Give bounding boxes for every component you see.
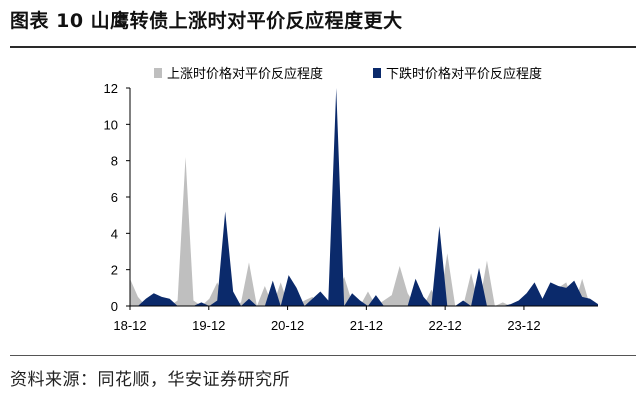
- x-tick-label: 21-12: [350, 318, 383, 333]
- x-tick-label: 18-12: [113, 318, 146, 333]
- series-area-1: [130, 157, 598, 306]
- y-tick-label: 6: [111, 190, 118, 205]
- source-rule: [10, 355, 636, 356]
- title-rule: [10, 46, 636, 48]
- x-tick-label: 20-12: [271, 318, 304, 333]
- y-tick-label: 10: [104, 117, 118, 132]
- figure-source: 资料来源：同花顺，华安证券研究所: [10, 370, 290, 390]
- legend-label-2: 下跌时价格对平价反应程度: [386, 66, 542, 82]
- x-tick-label: 19-12: [192, 318, 225, 333]
- x-tick-label: 22-12: [429, 318, 462, 333]
- series-area-2: [130, 88, 598, 306]
- y-tick-label: 4: [111, 226, 118, 241]
- legend-swatch-2: [373, 68, 381, 78]
- y-tick-label: 2: [111, 263, 118, 278]
- y-tick-label: 8: [111, 154, 118, 169]
- x-tick-label: 23-12: [507, 318, 540, 333]
- legend-swatch-1: [154, 68, 162, 78]
- figure-title: 图表 10 山鹰转债上涨时对平价反应程度更大: [10, 10, 403, 32]
- y-tick-label: 0: [111, 299, 118, 314]
- legend-label-1: 上涨时价格对平价反应程度: [167, 66, 323, 82]
- y-tick-label: 12: [104, 81, 118, 96]
